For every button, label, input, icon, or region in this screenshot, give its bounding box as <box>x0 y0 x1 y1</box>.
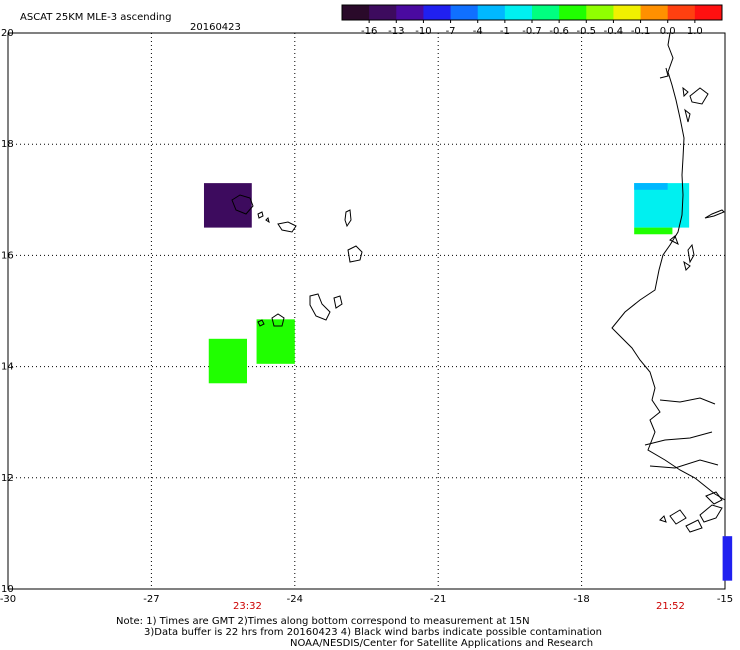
lat-tick-label: 20 <box>1 28 14 39</box>
wind-measurement-cells <box>203 183 733 581</box>
colorbar-swatch-4 <box>450 5 479 20</box>
measurement-cell-0 <box>203 183 252 228</box>
map-date: 20160423 <box>190 22 241 33</box>
colorbar-tick-label: -13 <box>388 26 404 37</box>
colorbar-tick-label: -0.1 <box>631 26 651 37</box>
lon-tick-label: -27 <box>143 594 159 605</box>
colorbar-tick-label: 1.0 <box>687 26 703 37</box>
colorbar: -16 -13 -10 -7 -4 -1 -0.7 -0.6 -0.5 -0.4 -0.1 0.0 1.… <box>341 4 723 37</box>
measurement-cell-6 <box>722 536 733 581</box>
colorbar-swatch-9 <box>586 5 614 20</box>
lon-tick-label: -30 <box>0 594 16 605</box>
lat-tick-label: 10 <box>1 584 14 595</box>
colorbar-tick-label: -16 <box>361 26 377 37</box>
colorbar-swatch-12 <box>667 5 696 20</box>
colorbar-swatch-7 <box>532 5 560 20</box>
colorbar-tick-label: -0.6 <box>549 26 569 37</box>
colorbar-tick-label: -0.7 <box>522 26 542 37</box>
colorbar-tick-label: -7 <box>446 26 456 37</box>
colorbar-swatch-11 <box>640 5 669 20</box>
lon-tick-label: -24 <box>287 594 303 605</box>
map-gridlines <box>8 33 725 589</box>
colorbar-tick-label: -4 <box>473 26 483 37</box>
coastline <box>231 32 726 533</box>
colorbar-swatch-13 <box>694 5 723 20</box>
lat-tick-label: 18 <box>1 139 14 150</box>
colorbar-swatch-6 <box>504 5 533 20</box>
lon-tick-label: -18 <box>573 594 589 605</box>
colorbar-tick-label: -1 <box>500 26 510 37</box>
lat-tick-label: 16 <box>1 250 14 261</box>
map-frame <box>7 32 726 590</box>
note-line-3: NOAA/NESDIS/Center for Satellite Applica… <box>290 638 594 649</box>
colorbar-swatch-10 <box>613 5 642 20</box>
lon-tick-label: -15 <box>717 594 733 605</box>
colorbar-swatch-2 <box>396 5 424 20</box>
colorbar-swatch-1 <box>369 5 397 20</box>
pass-time-right: 21:52 <box>656 601 685 612</box>
colorbar-swatch-8 <box>559 5 587 20</box>
pass-time-left: 23:32 <box>233 601 262 612</box>
lat-tick-label: 14 <box>1 362 14 373</box>
colorbar-tick-label: -0.4 <box>604 26 624 37</box>
measurement-cell-5 <box>634 183 668 190</box>
colorbar-tick-label: -0.5 <box>577 26 597 37</box>
lat-tick-label: 12 <box>1 473 14 484</box>
colorbar-tick-label: -10 <box>415 26 431 37</box>
note-line-2: 3)Data buffer is 22 hrs from 20160423 4)… <box>144 627 602 638</box>
colorbar-swatch-3 <box>423 5 452 20</box>
lon-tick-label: -21 <box>430 594 446 605</box>
map-title: ASCAT 25KM MLE-3 ascending <box>20 12 171 23</box>
note-line-1: Note: 1) Times are GMT 2)Times along bot… <box>116 616 530 627</box>
measurement-cell-3 <box>634 183 690 228</box>
longitude-axis: -30 -27 -24 -21 -18 -15 <box>0 594 733 605</box>
measurement-cell-2 <box>208 338 247 384</box>
colorbar-swatch-5 <box>477 5 506 20</box>
measurement-cell-4 <box>634 227 673 235</box>
colorbar-tick-label: 0.0 <box>660 26 676 37</box>
colorbar-swatch-0 <box>342 5 370 20</box>
latitude-axis: 20 18 16 14 12 10 <box>1 28 14 595</box>
measurement-cell-1 <box>256 319 295 364</box>
